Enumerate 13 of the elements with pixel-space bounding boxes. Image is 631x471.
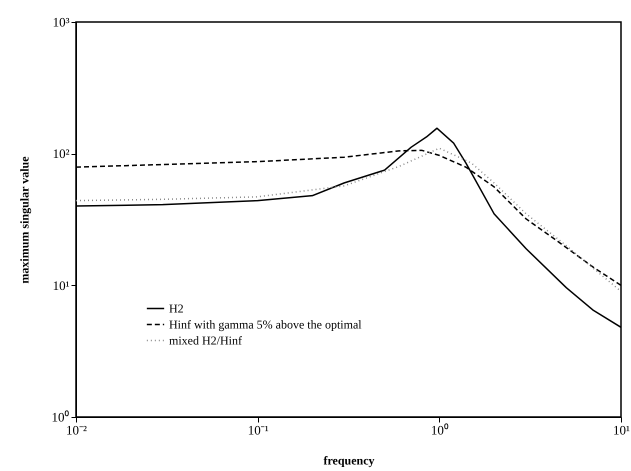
x-tick-label: 10⁰ [430, 422, 449, 438]
x-tick-label: 10⁻² [66, 422, 88, 438]
x-tick-label: 10¹ [613, 422, 630, 438]
legend-label: Hinf with gamma 5% above the optimal [169, 318, 362, 332]
legend-label: H2 [169, 302, 184, 316]
x-axis-title: frequency [323, 454, 375, 468]
legend-label: mixed H2/Hinf [169, 334, 242, 348]
y-tick-label: 10⁰ [52, 410, 70, 424]
x-tick-label: 10⁻¹ [248, 422, 269, 438]
y-axis-title: maximum singular value [18, 156, 32, 284]
y-tick-label: 10¹ [52, 278, 70, 293]
y-tick-label: 10³ [52, 14, 70, 30]
y-tick-label: 10² [52, 146, 70, 162]
